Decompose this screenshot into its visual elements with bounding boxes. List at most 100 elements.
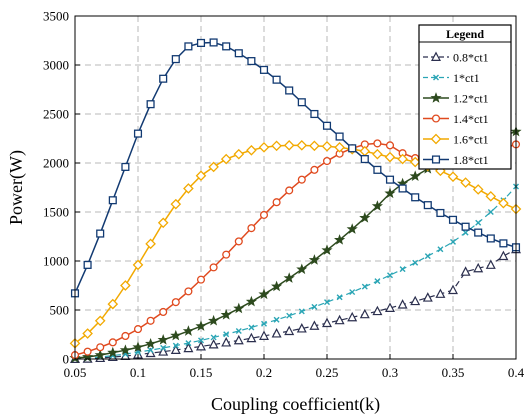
data-point bbox=[83, 347, 92, 356]
data-point bbox=[311, 303, 318, 310]
data-point bbox=[475, 219, 482, 226]
data-point bbox=[348, 144, 357, 153]
x-axis-label: Coupling coefficient(k) bbox=[211, 394, 380, 415]
marker-stroke bbox=[185, 340, 192, 347]
marker-stroke bbox=[387, 272, 393, 279]
data-point bbox=[170, 344, 181, 354]
data-point bbox=[195, 170, 207, 182]
data-point bbox=[170, 329, 182, 341]
marker-stroke bbox=[487, 209, 494, 215]
data-point bbox=[210, 334, 217, 341]
y-tick-label: 2000 bbox=[43, 156, 69, 171]
data-point bbox=[322, 121, 332, 130]
data-point bbox=[448, 215, 458, 224]
data-point bbox=[271, 280, 283, 292]
data-point bbox=[474, 228, 483, 237]
data-point bbox=[145, 337, 157, 349]
data-point bbox=[324, 299, 330, 306]
data-point bbox=[373, 165, 382, 174]
data-point bbox=[247, 224, 256, 233]
data-point bbox=[107, 298, 119, 310]
plot-area-frame bbox=[74, 15, 517, 360]
series-1-ct1 bbox=[72, 183, 519, 362]
data-point bbox=[409, 170, 421, 181]
data-point bbox=[298, 308, 305, 315]
legend-label: 1.8*ct1 bbox=[453, 153, 489, 167]
data-point bbox=[286, 312, 293, 319]
data-point bbox=[336, 294, 343, 301]
legend-marker bbox=[430, 133, 442, 145]
data-point bbox=[447, 171, 459, 183]
marker-stroke bbox=[361, 283, 368, 290]
data-point bbox=[246, 144, 257, 156]
data-point bbox=[196, 38, 206, 47]
data-point bbox=[486, 234, 495, 243]
data-point bbox=[285, 86, 294, 95]
marker-stroke bbox=[475, 219, 482, 226]
data-point bbox=[473, 262, 484, 273]
data-point bbox=[334, 142, 345, 153]
marker-stroke bbox=[147, 347, 154, 354]
data-point bbox=[271, 328, 282, 338]
marker-stroke bbox=[298, 308, 305, 315]
data-point bbox=[198, 337, 204, 344]
data-point bbox=[258, 288, 270, 300]
data-point bbox=[273, 316, 280, 323]
data-point bbox=[346, 223, 358, 234]
data-point bbox=[359, 308, 370, 319]
marker-stroke bbox=[349, 289, 356, 296]
data-point bbox=[485, 191, 497, 202]
marker-stroke bbox=[433, 74, 439, 81]
data-point bbox=[172, 342, 179, 349]
data-point bbox=[94, 349, 106, 360]
marker-stroke bbox=[210, 334, 217, 341]
data-point bbox=[184, 42, 193, 51]
data-point bbox=[183, 342, 194, 353]
data-point bbox=[371, 200, 383, 211]
data-point bbox=[246, 332, 257, 343]
data-point bbox=[108, 196, 117, 205]
data-point bbox=[461, 222, 470, 231]
legend-entry: 1*ct1 bbox=[423, 71, 480, 85]
data-point bbox=[398, 184, 407, 193]
data-point bbox=[399, 266, 406, 273]
data-point bbox=[322, 317, 332, 328]
data-point bbox=[387, 272, 393, 279]
marker-stroke bbox=[198, 337, 204, 344]
data-point bbox=[359, 212, 371, 223]
data-point bbox=[297, 98, 306, 107]
data-point bbox=[157, 334, 169, 345]
data-point bbox=[233, 302, 245, 314]
data-point bbox=[360, 155, 369, 164]
data-point bbox=[297, 175, 306, 184]
legend-entry: 1.6*ct1 bbox=[423, 133, 489, 147]
legend-entry: 0.8*ct1 bbox=[423, 51, 489, 65]
data-point bbox=[247, 57, 256, 66]
data-point bbox=[258, 142, 270, 153]
data-point bbox=[423, 201, 432, 210]
data-point bbox=[308, 254, 320, 265]
data-point bbox=[347, 311, 358, 322]
data-point bbox=[309, 320, 320, 330]
data-point bbox=[185, 340, 192, 347]
legend-marker bbox=[431, 51, 441, 62]
legend-entry: 1.4*ct1 bbox=[423, 112, 489, 126]
x-tick-label: 0.2 bbox=[256, 365, 272, 380]
data-point bbox=[158, 346, 169, 356]
data-point bbox=[272, 198, 281, 207]
y-tick-label: 500 bbox=[50, 303, 70, 318]
data-point bbox=[374, 278, 381, 285]
data-point bbox=[159, 74, 168, 83]
data-point bbox=[221, 337, 232, 347]
series-line bbox=[74, 186, 517, 360]
data-point bbox=[223, 331, 230, 338]
x-tick-label: 0.4 bbox=[508, 365, 525, 380]
data-point bbox=[410, 295, 421, 306]
data-point bbox=[283, 272, 295, 283]
data-point bbox=[472, 184, 484, 195]
data-point bbox=[184, 287, 193, 296]
data-point bbox=[335, 132, 344, 141]
data-point bbox=[196, 275, 206, 284]
legend-label: 1.6*ct1 bbox=[453, 133, 489, 147]
data-point bbox=[361, 283, 368, 290]
